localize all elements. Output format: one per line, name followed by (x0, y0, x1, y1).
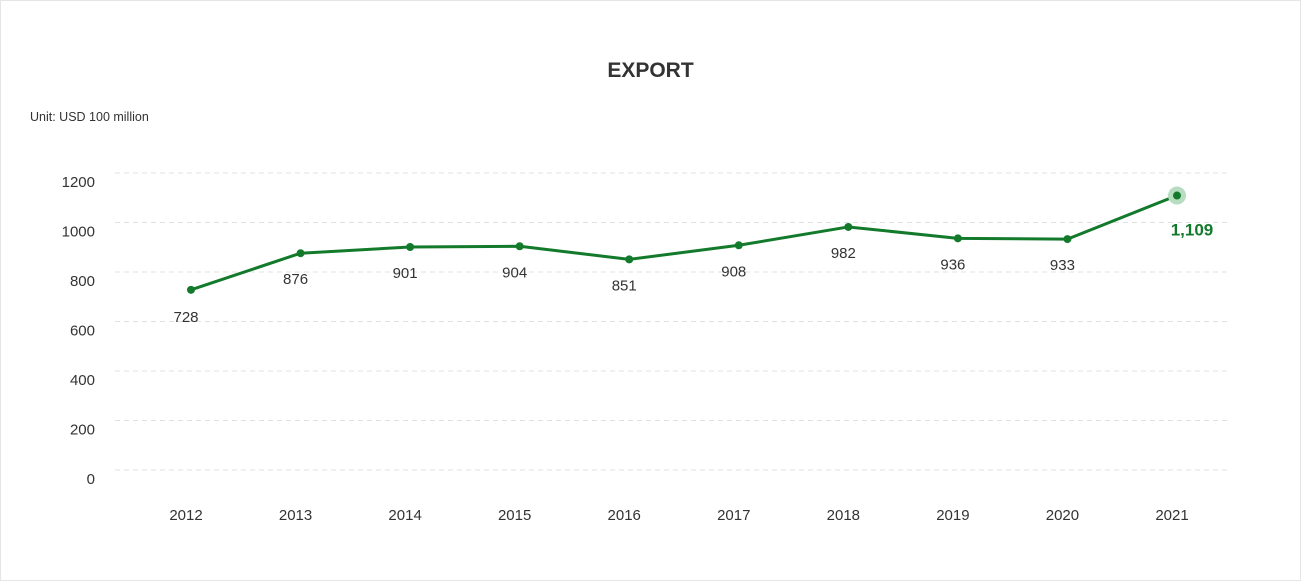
y-axis-ticks: 0 200 400 600 800 1000 1200 (62, 174, 95, 488)
x-tick-label: 2021 (1155, 507, 1188, 524)
y-tick-label: 0 (87, 471, 95, 488)
highlight-value-label: 1,109 (1171, 221, 1214, 240)
x-tick-label: 2013 (279, 507, 312, 524)
data-series (187, 186, 1186, 294)
data-point (625, 255, 634, 264)
y-tick-label: 1200 (62, 174, 95, 191)
data-point (515, 242, 524, 251)
value-label: 933 (1050, 257, 1075, 274)
data-point (187, 285, 195, 294)
x-tick-label: 2016 (608, 507, 641, 524)
x-tick-label: 2015 (498, 507, 531, 524)
data-point (406, 243, 415, 252)
x-tick-label: 2020 (1046, 507, 1079, 524)
value-label: 904 (502, 264, 527, 281)
value-label: 728 (173, 309, 198, 326)
value-label: 901 (393, 265, 418, 282)
data-point (953, 234, 962, 243)
x-tick-label: 2012 (169, 507, 202, 524)
x-tick-label: 2017 (717, 507, 750, 524)
x-tick-label: 2019 (936, 507, 969, 524)
value-label: 982 (831, 245, 856, 262)
value-labels: 728 876 901 904 851 908 982 936 933 1,109 (173, 221, 1213, 326)
y-tick-label: 800 (70, 273, 95, 290)
data-point (296, 249, 305, 258)
x-tick-label: 2018 (827, 507, 860, 524)
value-label: 936 (940, 256, 965, 273)
x-axis-ticks: 2012 2013 2014 2015 2016 2017 2018 2019 2020 2021 (169, 507, 1188, 524)
value-label: 851 (612, 277, 637, 294)
value-label: 876 (283, 271, 308, 288)
data-point (1173, 191, 1181, 200)
data-point (1063, 235, 1072, 244)
chart-title: EXPORT (607, 59, 694, 82)
unit-label: Unit: USD 100 million (30, 110, 149, 124)
x-tick-label: 2014 (388, 507, 421, 524)
y-tick-label: 600 (70, 323, 95, 340)
grid-lines (115, 172, 1230, 471)
y-tick-label: 400 (70, 372, 95, 389)
series-line (189, 194, 1179, 292)
y-tick-label: 200 (70, 422, 95, 439)
y-tick-label: 1000 (62, 224, 95, 241)
value-label: 908 (721, 263, 746, 280)
data-point (844, 222, 853, 231)
data-point (734, 241, 743, 250)
